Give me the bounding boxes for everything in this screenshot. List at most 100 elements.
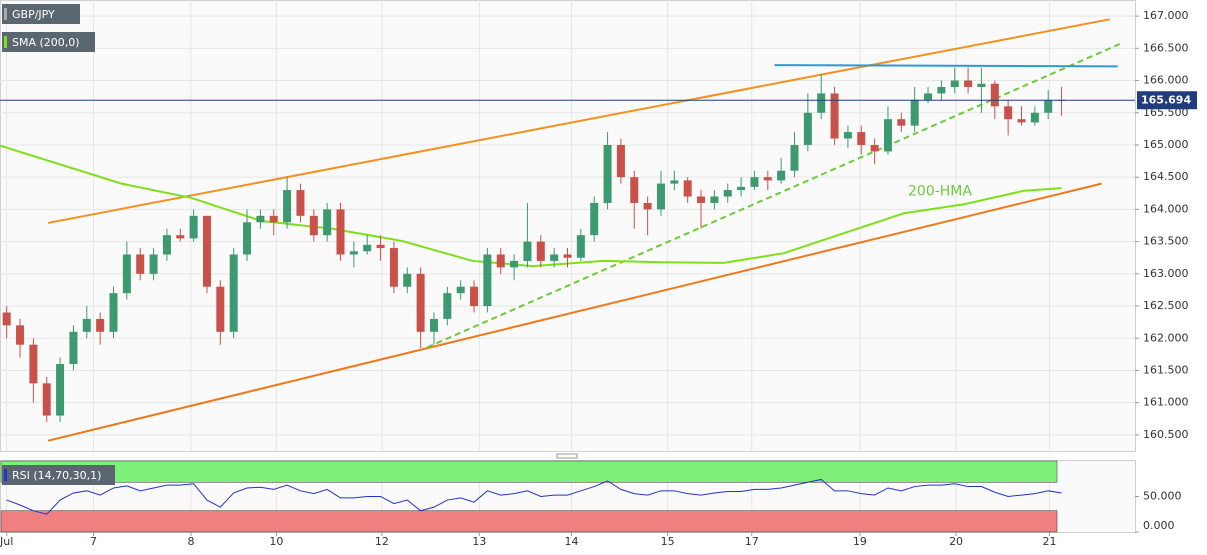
y-tick-label: 164.500	[1143, 170, 1189, 183]
candle-body	[723, 190, 732, 197]
candle-body	[843, 132, 852, 139]
candle-body	[883, 119, 892, 152]
oversold-zone	[0, 510, 1058, 533]
y-tick-label: 163.000	[1143, 267, 1189, 280]
y-tick-label: 161.000	[1143, 396, 1189, 409]
candle-body	[122, 254, 131, 294]
candle-body	[1044, 99, 1053, 113]
candle-body	[363, 244, 372, 252]
annotation: 200-HMA	[908, 183, 972, 199]
candle-body	[202, 215, 211, 287]
x-tick-label: 21	[1043, 535, 1057, 548]
x-tick-label: 17	[745, 535, 759, 548]
candle-body	[283, 190, 292, 223]
candle-body	[763, 177, 772, 181]
candle-body	[737, 186, 746, 191]
candle-body	[336, 209, 345, 255]
candle-body	[443, 293, 452, 319]
y-tick-label: 0.000	[1143, 519, 1175, 532]
candle-body	[590, 202, 599, 236]
candle-body	[176, 235, 185, 239]
candle-body	[670, 180, 679, 184]
y-tick-label: 160.500	[1143, 428, 1189, 441]
x-tick-label: 20	[949, 535, 963, 548]
candle-body	[630, 177, 639, 203]
candle-body	[349, 251, 358, 255]
candle-body	[643, 202, 652, 210]
candle-body	[389, 248, 398, 287]
candle-body	[309, 215, 318, 236]
candle-body	[616, 144, 625, 178]
candle-body	[216, 286, 225, 332]
rsi-line	[6, 478, 1062, 515]
candle-body	[229, 254, 238, 332]
x-tick-label: Jul	[0, 535, 13, 548]
ma-line	[0, 144, 1062, 268]
y-tick-label: 162.000	[1143, 331, 1189, 344]
candle-body	[162, 235, 171, 255]
candle-body	[870, 144, 879, 152]
candle-body	[243, 222, 252, 255]
candle-body	[603, 144, 612, 203]
x-tick-label: 15	[661, 535, 675, 548]
candle-body	[136, 254, 145, 274]
trendline	[774, 64, 1118, 68]
x-tick-label: 13	[472, 535, 486, 548]
candle-body	[803, 112, 812, 145]
candle-body	[536, 241, 545, 261]
candle-body	[483, 254, 492, 307]
candle-body	[550, 254, 559, 261]
candle-body	[924, 93, 933, 100]
candle-body	[1030, 112, 1039, 123]
legend-label: RSI (14,70,30,1)	[12, 469, 101, 482]
x-tick-label: 10	[269, 535, 283, 548]
candle-body	[750, 177, 759, 187]
y-tick-label: 166.500	[1143, 41, 1189, 54]
candle-body	[857, 132, 866, 145]
candle-body	[149, 254, 158, 274]
legend-box	[2, 32, 95, 52]
trendline	[426, 42, 1123, 349]
y-tick-label: 166.000	[1143, 74, 1189, 87]
trendline	[47, 182, 1102, 442]
candle-body	[323, 209, 332, 236]
candle-body	[937, 86, 946, 94]
legend-swatch	[4, 469, 7, 481]
candle-body	[416, 273, 425, 332]
candle-body	[29, 344, 38, 384]
candle-body	[990, 83, 999, 107]
candle-body	[897, 119, 906, 126]
candle-body	[830, 93, 839, 139]
x-tick-label: 8	[187, 535, 194, 548]
rsi	[0, 460, 1062, 533]
candle-body	[510, 260, 519, 268]
candle-body	[56, 364, 65, 416]
candle-body	[777, 170, 786, 181]
y-tick-label: 165.000	[1143, 138, 1189, 151]
candle-body	[256, 215, 265, 223]
candle-body	[576, 235, 585, 258]
candle-body	[69, 331, 78, 365]
trendline	[47, 18, 1110, 224]
y-tick-label: 163.500	[1143, 235, 1189, 248]
candle-body	[656, 183, 665, 210]
x-tick-label: 14	[565, 535, 579, 548]
candle-body	[429, 318, 438, 332]
main-panel	[0, 0, 1136, 452]
x-tick-label: 19	[853, 535, 867, 548]
last-price-label: 165.694	[1141, 93, 1191, 106]
plot: 200-HMA	[0, 18, 1135, 442]
candle-body	[496, 254, 505, 268]
legend: GBP/JPY SMA (200,0) RSI (14,70,30,1)	[2, 4, 115, 485]
candle-body	[456, 286, 465, 294]
legend-box	[2, 4, 80, 24]
legend-label: SMA (200,0)	[12, 36, 80, 49]
candle-body	[1004, 106, 1013, 120]
splitter[interactable]	[556, 453, 578, 459]
candle-body	[2, 312, 11, 326]
legend-swatch	[4, 8, 7, 20]
candle-body	[910, 99, 919, 126]
candle-body	[950, 80, 959, 87]
candle-body	[109, 293, 118, 332]
